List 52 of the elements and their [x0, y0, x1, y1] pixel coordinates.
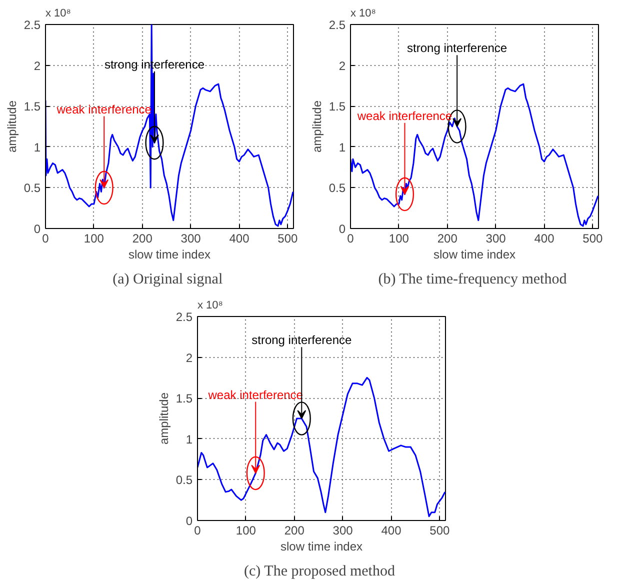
- y-tick-label: 0: [34, 222, 41, 236]
- y-tick-label: 1: [338, 140, 346, 154]
- x-tick-label: 200: [132, 232, 153, 246]
- y-tick-label: 2.5: [24, 18, 41, 32]
- y-tick-label: 2: [34, 58, 41, 73]
- x-tick-label: 400: [229, 232, 250, 246]
- x-tick-label: 0: [42, 232, 50, 246]
- x-tick-label: 200: [437, 232, 458, 246]
- y-tick-label: 2: [186, 350, 193, 365]
- x-tick-label: 0: [347, 232, 354, 246]
- text: (b) The time-frequency method: [378, 272, 568, 288]
- y-tick-label: 2.5: [176, 310, 193, 324]
- line-series: [46, 24, 294, 227]
- x-tick-label: 400: [381, 524, 402, 538]
- x-tick-label: 100: [388, 232, 410, 246]
- x-tick-label: 400: [534, 232, 555, 246]
- y-axis-title: amplitude: [156, 392, 171, 445]
- y-tick-label: 2.5: [328, 18, 346, 32]
- y-tick-label: 0.5: [176, 473, 193, 488]
- text: x 10⁸: [198, 300, 223, 312]
- y-tick-label: 1.5: [24, 100, 41, 114]
- y-tick-label: 0: [186, 514, 193, 528]
- x-axis-title: slow time index: [433, 248, 516, 262]
- y-tick-label: 0.5: [24, 181, 41, 196]
- y-tick-label: 0: [338, 222, 346, 236]
- y-tick-label: 1.5: [176, 392, 193, 406]
- annotation: strong interference: [252, 333, 352, 348]
- x-tick-label: 300: [180, 232, 202, 246]
- x-tick-label: 300: [332, 524, 354, 538]
- y-tick-label: 1: [186, 432, 193, 446]
- text: (c) The proposed method: [244, 564, 396, 580]
- x-tick-label: 0: [194, 524, 202, 538]
- y-tick-label: 1: [34, 140, 41, 154]
- x-tick-label: 500: [278, 232, 298, 246]
- x-tick-label: 500: [430, 524, 450, 538]
- y-axis-title: amplitude: [310, 100, 324, 153]
- text: (a) Original signal: [112, 272, 223, 288]
- y-axis-title: amplitude: [4, 100, 19, 153]
- y-tick-label: 1.5: [328, 100, 346, 114]
- text: x 10⁸: [46, 8, 71, 20]
- x-tick-label: 300: [486, 232, 506, 246]
- x-axis-title: slow time index: [280, 540, 363, 554]
- x-tick-label: 100: [236, 524, 256, 538]
- x-tick-label: 500: [582, 232, 604, 246]
- annotation: strong interference: [407, 41, 508, 56]
- text: x 10⁸: [350, 8, 376, 20]
- y-tick-label: 2: [338, 58, 346, 73]
- x-tick-label: 100: [84, 232, 104, 246]
- line-series: [198, 376, 446, 518]
- y-tick-label: 0.5: [328, 181, 346, 196]
- x-tick-label: 200: [284, 524, 305, 538]
- x-axis-title: slow time index: [128, 248, 211, 262]
